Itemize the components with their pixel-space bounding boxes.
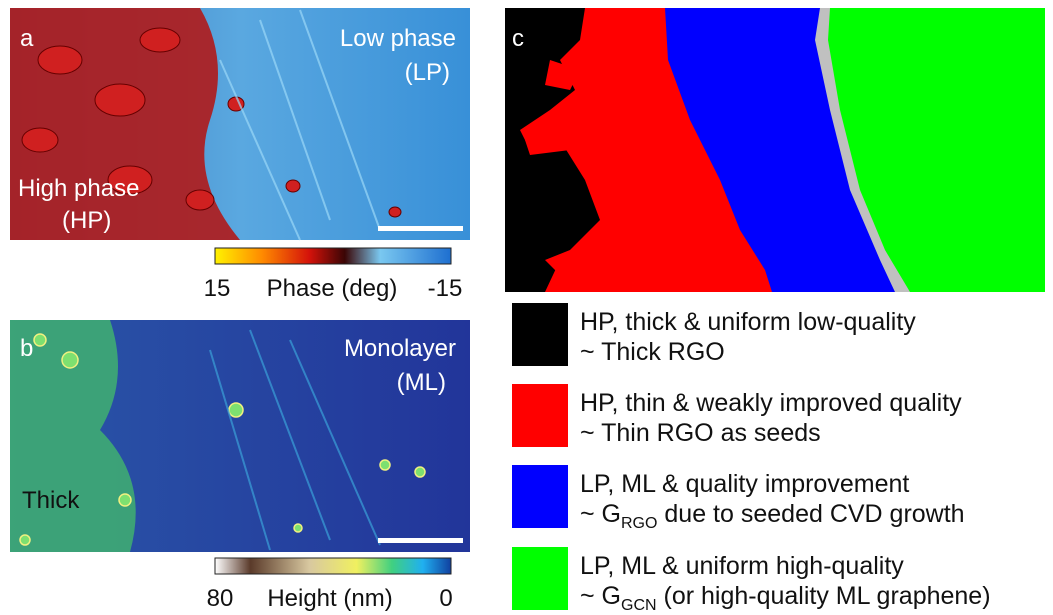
- legend-line: HP, thin & weakly improved quality: [580, 389, 962, 417]
- legend: HP, thick & uniform low-quality ~ Thick …: [512, 303, 991, 614]
- colorbar-title: Phase (deg): [267, 275, 398, 302]
- label: (HP): [62, 207, 111, 234]
- label: (LP): [405, 59, 450, 86]
- scale-bar: [378, 226, 463, 231]
- legend-line: LP, ML & uniform high-quality: [580, 552, 904, 580]
- legend-line: ~ Thin RGO as seeds: [580, 419, 821, 447]
- label: (ML): [397, 369, 446, 396]
- legend-line: HP, thick & uniform low-quality: [580, 308, 916, 336]
- colorbar-max: -15: [428, 275, 463, 302]
- colorbar-min: 80: [207, 585, 234, 612]
- colorbar: [215, 558, 451, 574]
- swatch: [512, 547, 568, 610]
- text: ~ G: [580, 500, 621, 528]
- panel-letter: a: [20, 25, 34, 52]
- swatch: [512, 384, 568, 447]
- text: (or high-quality ML graphene): [657, 582, 991, 610]
- panel-a: a Low phase (LP) High phase (HP) 15 Phas…: [10, 8, 470, 302]
- legend-line: LP, ML & quality improvement: [580, 470, 909, 498]
- text: ~ G: [580, 582, 621, 610]
- colorbar-title: Height (nm): [267, 585, 392, 612]
- legend-line: ~ GGCN (or high-quality ML graphene): [580, 582, 991, 614]
- panel-b: b Monolayer (ML) Thick 80 Height (nm) 0: [10, 320, 470, 612]
- label: Monolayer: [344, 335, 456, 362]
- panel-c: c: [505, 8, 1045, 292]
- subscript: RGO: [621, 515, 657, 532]
- panel-letter: c: [512, 25, 524, 52]
- swatch: [512, 465, 568, 528]
- colorbar-max: 0: [439, 585, 452, 612]
- label: Low phase: [340, 25, 456, 52]
- label: High phase: [18, 175, 139, 202]
- label: Thick: [22, 487, 80, 514]
- panel-letter: b: [20, 335, 33, 362]
- legend-line: ~ GRGO due to seeded CVD growth: [580, 500, 965, 532]
- figure: a Low phase (LP) High phase (HP) 15 Phas…: [0, 0, 1053, 615]
- scale-bar: [378, 538, 463, 543]
- subscript: GCN: [621, 597, 657, 614]
- colorbar-min: 15: [204, 275, 231, 302]
- swatch: [512, 303, 568, 366]
- text: due to seeded CVD growth: [657, 500, 964, 528]
- legend-line: ~ Thick RGO: [580, 338, 725, 366]
- colorbar: [215, 248, 451, 264]
